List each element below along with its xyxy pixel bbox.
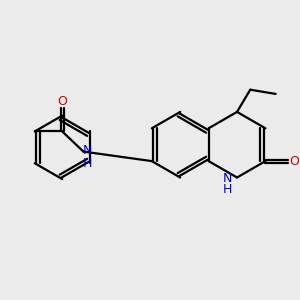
Text: N: N — [83, 144, 92, 157]
Text: O: O — [57, 95, 67, 108]
Text: H: H — [222, 183, 232, 196]
Text: O: O — [289, 154, 299, 168]
Text: H: H — [83, 157, 92, 170]
Text: N: N — [222, 172, 232, 185]
